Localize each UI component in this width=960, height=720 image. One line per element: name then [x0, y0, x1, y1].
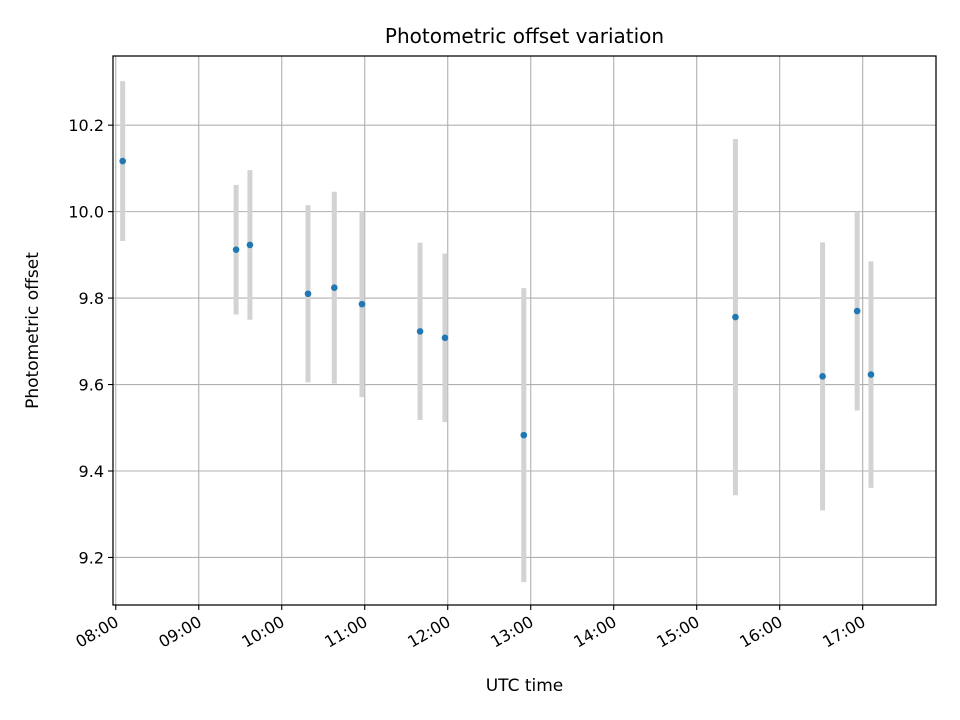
chart-title: Photometric offset variation: [385, 24, 664, 48]
data-point: [416, 328, 424, 335]
data-point: [358, 300, 366, 308]
data-point: [232, 246, 240, 253]
data-point: [119, 157, 126, 165]
data-point: [853, 307, 861, 315]
y-tick-label: 9.4: [79, 462, 104, 481]
data-point: [304, 290, 312, 298]
y-tick-label: 9.2: [79, 548, 104, 567]
data-point: [331, 284, 338, 292]
data-point: [441, 334, 449, 342]
y-tick-label: 9.8: [79, 289, 104, 308]
data-point: [819, 373, 826, 380]
data-point: [520, 431, 528, 439]
x-axis-label: UTC time: [486, 676, 564, 696]
data-point: [732, 313, 739, 321]
y-tick-label: 10.2: [68, 116, 104, 135]
point-layer: [119, 157, 875, 439]
data-point: [867, 371, 875, 378]
y-tick-label: 9.6: [79, 376, 104, 395]
y-tick-label: 10.0: [68, 203, 104, 222]
data-point: [246, 241, 254, 249]
y-axis-label: Photometric offset: [23, 252, 43, 409]
plot-frame: [112, 55, 937, 606]
